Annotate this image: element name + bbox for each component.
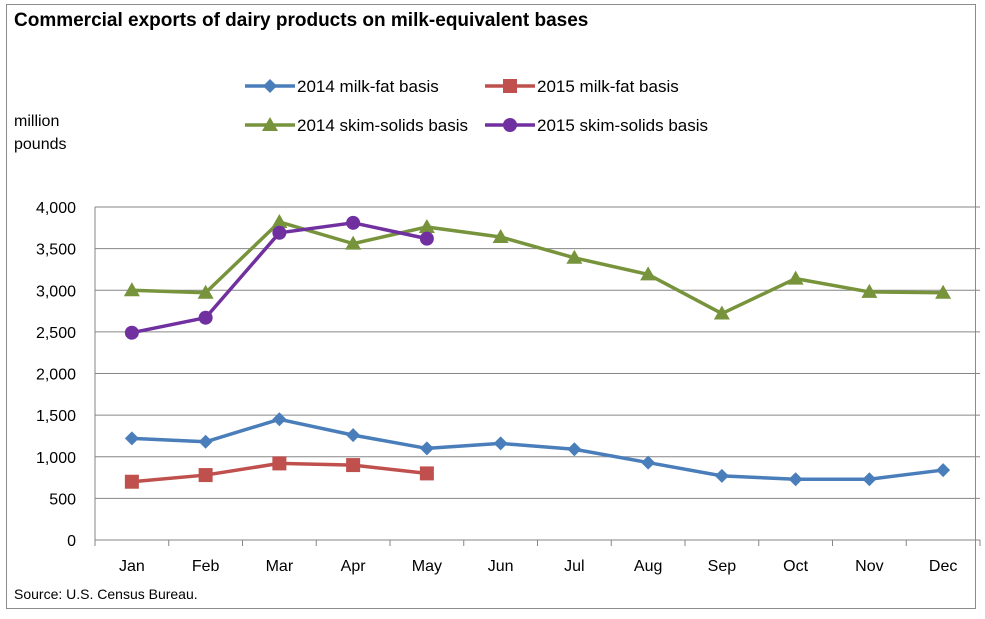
chart-frame bbox=[6, 4, 976, 609]
data-point-triangle bbox=[492, 228, 509, 243]
data-point-square bbox=[124, 474, 139, 489]
series-line-3 bbox=[131, 220, 944, 316]
x-tick-label: Aug bbox=[634, 558, 662, 575]
y-tick-label: 1,000 bbox=[36, 450, 76, 467]
legend-label: 2014 milk-fat basis bbox=[297, 77, 439, 96]
y-tick-label: 3,500 bbox=[36, 242, 76, 259]
data-point-circle bbox=[124, 325, 139, 340]
legend-label: 2015 skim-solids basis bbox=[537, 116, 708, 135]
x-tick-label: Jul bbox=[564, 558, 584, 575]
data-point-diamond bbox=[641, 455, 656, 470]
source-note: Source: U.S. Census Bureau. bbox=[14, 586, 198, 602]
data-point-diamond bbox=[272, 412, 287, 427]
legend-label: 2015 milk-fat basis bbox=[537, 77, 679, 96]
data-point-triangle bbox=[566, 249, 583, 264]
data-point-diamond bbox=[788, 472, 803, 487]
x-tick-label: Jun bbox=[488, 558, 514, 575]
data-point-square bbox=[419, 466, 434, 481]
y-tick-label: 0 bbox=[67, 533, 76, 550]
x-tick-label: Apr bbox=[341, 558, 367, 575]
x-tick-label: Oct bbox=[783, 558, 808, 575]
data-point-triangle bbox=[418, 218, 435, 233]
data-point-diamond bbox=[124, 431, 139, 446]
data-point-circle bbox=[346, 215, 361, 230]
data-point-triangle bbox=[123, 282, 140, 297]
data-point-diamond bbox=[346, 428, 361, 443]
data-point-diamond bbox=[493, 436, 508, 451]
x-tick-label: May bbox=[412, 558, 442, 575]
legend-marker-square bbox=[503, 79, 517, 93]
x-tick-label: Mar bbox=[266, 558, 294, 575]
data-point-diamond bbox=[567, 442, 582, 457]
data-point-circle bbox=[198, 310, 213, 325]
data-point-triangle bbox=[861, 283, 878, 298]
data-point-triangle bbox=[271, 213, 288, 228]
data-point-circle bbox=[419, 231, 434, 246]
y-axis-unit-line1: million bbox=[14, 113, 60, 130]
x-tick-label: Dec bbox=[929, 558, 957, 575]
legend-marker-triangle bbox=[262, 117, 278, 131]
legend-marker-diamond bbox=[263, 79, 277, 93]
data-point-triangle bbox=[713, 305, 730, 320]
data-point-diamond bbox=[419, 441, 434, 456]
legend-marker-circle bbox=[503, 118, 517, 132]
series-line-1 bbox=[131, 417, 944, 481]
y-tick-label: 2,500 bbox=[36, 325, 76, 342]
data-point-triangle bbox=[345, 235, 362, 250]
y-tick-label: 500 bbox=[49, 491, 76, 508]
chart-title: Commercial exports of dairy products on … bbox=[14, 10, 589, 31]
y-tick-label: 4,000 bbox=[36, 200, 76, 217]
y-axis-unit-line2: pounds bbox=[14, 136, 67, 153]
legend-label: 2014 skim-solids basis bbox=[297, 116, 468, 135]
y-axis-unit-label: million pounds bbox=[14, 110, 67, 156]
data-point-diamond bbox=[862, 472, 877, 487]
data-point-triangle bbox=[787, 270, 804, 285]
x-tick-label: Nov bbox=[855, 558, 883, 575]
data-point-diamond bbox=[198, 434, 213, 449]
data-point-square bbox=[198, 468, 213, 483]
data-point-diamond bbox=[714, 468, 729, 483]
x-tick-label: Jan bbox=[119, 558, 145, 575]
y-tick-label: 3,000 bbox=[36, 283, 76, 300]
x-tick-label: Sep bbox=[708, 558, 737, 575]
data-point-square bbox=[346, 458, 361, 473]
y-tick-label: 2,000 bbox=[36, 367, 76, 384]
data-point-diamond bbox=[936, 463, 951, 478]
y-tick-label: 1,500 bbox=[36, 408, 76, 425]
data-point-triangle bbox=[197, 284, 214, 299]
data-point-square bbox=[272, 456, 287, 471]
data-point-triangle bbox=[640, 266, 657, 281]
data-point-triangle bbox=[935, 284, 952, 299]
x-tick-label: Feb bbox=[192, 558, 220, 575]
data-point-circle bbox=[272, 225, 287, 240]
